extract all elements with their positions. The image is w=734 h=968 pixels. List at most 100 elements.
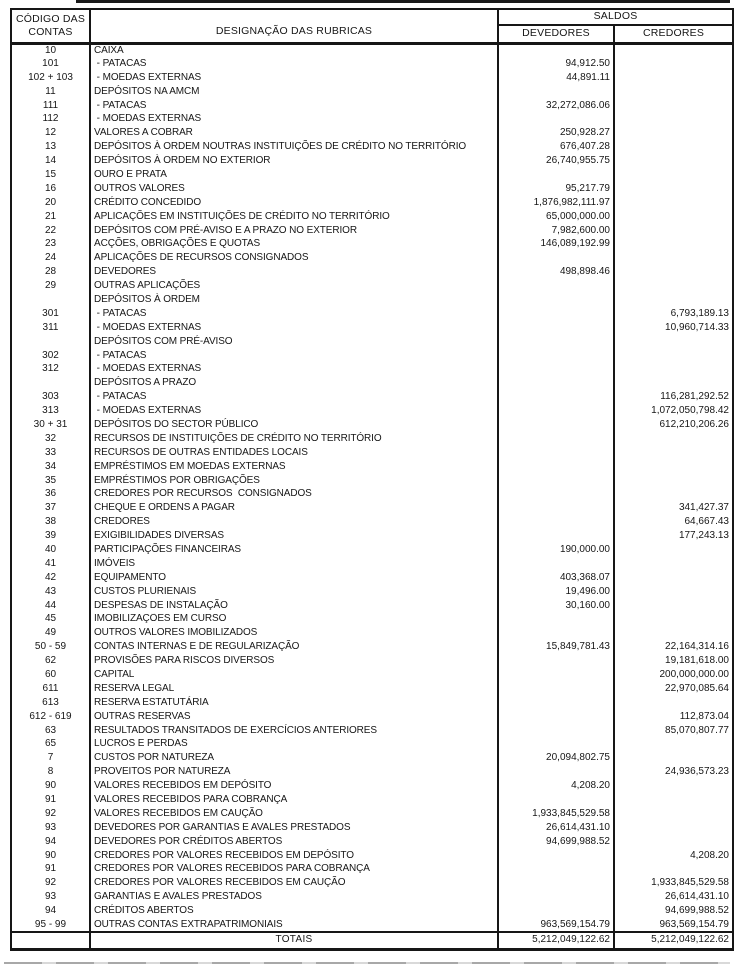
designation-cell: GARANTIAS E AVALES PRESTADOS: [90, 890, 499, 905]
credores-cell: [614, 349, 733, 363]
code-cell: 7: [11, 751, 91, 766]
credores-cell: [614, 279, 733, 293]
devedores-cell: [498, 723, 615, 738]
credores-cell: [614, 696, 733, 710]
designation-cell: VALORES RECEBIDOS EM CAUÇÃO: [90, 806, 499, 821]
credores-cell: [614, 807, 733, 821]
table-row: 301 - PATACAS 6,793,189.13: [11, 306, 733, 321]
credores-cell: 112,873.04: [679, 710, 729, 722]
code-cell: 12: [11, 126, 91, 141]
credores-cell: 200,000,000.00: [659, 669, 729, 681]
code-cell: 613: [11, 695, 91, 710]
devedores-cell: 94,699,988.52: [498, 834, 615, 849]
header-codigo-das-contas: CÓDIGO DAS CONTAS: [11, 9, 91, 45]
credores-cell: [614, 224, 733, 238]
code-cell: 313: [11, 404, 91, 419]
devedores-cell: [498, 306, 615, 321]
table-row: 93 GARANTIAS E AVALES PRESTADOS 26,614,431…: [11, 890, 733, 905]
code-cell: 612 - 619: [11, 709, 91, 724]
code-cell: 60: [11, 668, 91, 682]
code-cell: 50 - 59: [11, 640, 91, 655]
designation-cell: DEVEDORES POR CRÉDITOS ABERTOS: [90, 834, 499, 849]
credores-cell: [614, 376, 733, 390]
designation-cell: CREDORES POR VALORES RECEBIDOS EM DEPÓSI…: [90, 848, 499, 863]
table-row: 313 - MOEDAS EXTERNAS 1,072,050,798.42: [11, 404, 733, 419]
devedores-cell: 498,898.46: [498, 265, 615, 280]
devedores-cell: [498, 376, 615, 391]
table-row: 92 VALORES RECEBIDOS EM CAUÇÃO 1,933,845,5…: [11, 806, 733, 821]
scan-artifact-top: [76, 0, 730, 3]
designation-cell: CAIXA: [90, 43, 499, 57]
devedores-cell: [498, 320, 615, 335]
devedores-cell: [498, 515, 615, 530]
credores-cell: [614, 432, 733, 446]
table-row: 63 RESULTADOS TRANSITADOS DE EXERCÍCIOS A…: [11, 723, 733, 738]
devedores-cell: [498, 348, 615, 363]
table-row: 101 - PATACAS 94,912.50: [11, 56, 733, 71]
designation-cell: CREDORES POR RECURSOS CONSIGNADOS: [90, 487, 499, 502]
table-row: 24 APLICAÇÕES DE RECURSOS CONSIGNADOS: [11, 251, 733, 266]
credores-cell: [614, 265, 733, 279]
table-row: 303 - PATACAS 116,281,292.52: [11, 390, 733, 405]
code-cell: 11: [11, 84, 91, 99]
code-cell: [11, 334, 91, 349]
devedores-cell: [498, 43, 615, 57]
table-row: 102 + 103 - MOEDAS EXTERNAS 44,891.11: [11, 70, 733, 85]
table-row: 94 DEVEDORES POR CRÉDITOS ABERTOS 94,699,9…: [11, 834, 733, 849]
credores-cell: [614, 112, 733, 126]
code-cell: 95 - 99: [11, 918, 91, 932]
credores-cell: 26,614,431.10: [665, 891, 729, 903]
code-cell: 37: [11, 501, 91, 516]
header-codigo-line1: CÓDIGO DAS: [15, 13, 86, 26]
designation-cell: DEVEDORES POR GARANTIAS E AVALES PRESTAD…: [90, 820, 499, 835]
designation-cell: OURO E PRATA: [90, 168, 499, 182]
table-row: 49 OUTROS VALORES IMOBILIZADOS: [11, 626, 733, 641]
devedores-cell: 403,368.07: [498, 570, 615, 585]
code-cell: 39: [11, 529, 91, 544]
credores-cell: [614, 210, 733, 224]
code-cell: 63: [11, 723, 91, 738]
header-devedores: DEVEDORES: [498, 25, 615, 45]
code-cell: 93: [11, 820, 91, 835]
devedores-cell: [498, 668, 615, 682]
table-row: 60 CAPITAL 200,000,000.00: [11, 668, 733, 682]
credores-cell: 177,243.13: [678, 530, 729, 542]
devedores-cell: 676,407.28: [498, 140, 615, 155]
devedores-cell: [498, 251, 615, 266]
code-cell: 44: [11, 598, 91, 613]
table-row: 38 CREDORES 64,667.43: [11, 515, 733, 530]
designation-cell: - MOEDAS EXTERNAS: [90, 112, 499, 127]
code-cell: 28: [11, 265, 91, 280]
table-body: 10 CAIXA 101 - PATACAS 94,912.50 102 + 103 -…: [11, 43, 733, 932]
credores-cell: [614, 793, 733, 807]
table-row: 44 DESPESAS DE INSTALAÇÃO 30,160.00: [11, 598, 733, 613]
designation-cell: RESULTADOS TRANSITADOS DE EXERCÍCIOS ANT…: [90, 723, 499, 738]
devedores-cell: [498, 431, 615, 446]
designation-cell: - MOEDAS EXTERNAS: [90, 320, 499, 335]
devedores-cell: [498, 626, 615, 641]
table-row: 34 EMPRÉSTIMOS EM MOEDAS EXTERNAS: [11, 459, 733, 474]
table-row: DEPÓSITOS À ORDEM: [11, 293, 733, 307]
devedores-cell: 1,876,982,111.97: [498, 195, 615, 210]
devedores-cell: [498, 681, 615, 696]
designation-cell: CRÉDITOS ABERTOS: [90, 904, 499, 919]
table-row: 45 IMOBILIZAÇÕES EM CURSO: [11, 612, 733, 627]
code-cell: 40: [11, 543, 91, 557]
designation-cell: EQUIPAMENTO: [90, 570, 499, 585]
credores-cell: [614, 43, 733, 57]
header-row-2: DEVEDORES CREDORES: [11, 25, 733, 45]
table-row: 93 DEVEDORES POR GARANTIAS E AVALES PREST…: [11, 820, 733, 835]
designation-cell: DEPÓSITOS À ORDEM NOUTRAS INSTITUIÇÕES D…: [90, 140, 499, 155]
devedores-cell: 44,891.11: [498, 70, 615, 85]
code-cell: 15: [11, 168, 91, 182]
credores-cell: 612,210,206.26: [659, 418, 729, 430]
table-row: 91 CREDORES POR VALORES RECEBIDOS PARA CO…: [11, 862, 733, 877]
credores-cell: [614, 71, 733, 85]
credores-cell: [614, 154, 733, 168]
code-cell: 91: [11, 793, 91, 807]
code-cell: 311: [11, 320, 91, 335]
designation-cell: DEPÓSITOS COM PRÉ-AVISO E A PRAZO NO EXT…: [90, 223, 499, 238]
code-cell: 91: [11, 862, 91, 877]
credores-cell: [614, 571, 733, 585]
designation-cell: CREDORES POR VALORES RECEBIDOS EM CAUÇÃO: [90, 876, 499, 891]
